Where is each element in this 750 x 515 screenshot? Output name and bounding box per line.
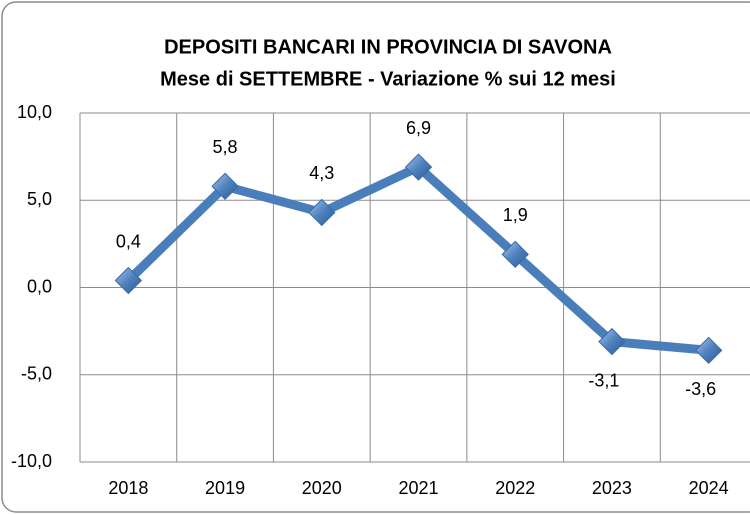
chart-title: DEPOSITI BANCARI IN PROVINCIA DI SAVONA	[164, 36, 612, 58]
data-label: 6,9	[406, 118, 431, 138]
data-label: -3,1	[588, 370, 619, 390]
y-tick-label: -5,0	[21, 364, 52, 384]
x-tick-label: 2022	[495, 478, 535, 498]
y-tick-label: -10,0	[11, 451, 52, 471]
data-label: 0,4	[116, 231, 141, 251]
data-label: 4,3	[309, 163, 334, 183]
y-tick-label: 0,0	[27, 276, 52, 296]
y-tick-label: 10,0	[17, 102, 52, 122]
data-label: -3,6	[685, 379, 716, 399]
x-tick-label: 2019	[205, 478, 245, 498]
x-tick-label: 2023	[592, 478, 632, 498]
marker	[598, 327, 626, 356]
x-tick-label: 2024	[689, 478, 729, 498]
x-tick-label: 2021	[398, 478, 438, 498]
data-label: 5,8	[213, 137, 238, 157]
data-label: 1,9	[503, 205, 528, 225]
y-tick-label: 5,0	[27, 189, 52, 209]
x-tick-label: 2020	[302, 478, 342, 498]
marker	[501, 240, 529, 269]
marker	[211, 172, 239, 200]
chart-subtitle: Mese di SETTEMBRE - Variazione % sui 12 …	[160, 68, 616, 90]
marker	[404, 153, 433, 181]
marker	[694, 336, 723, 365]
marker	[114, 266, 143, 295]
x-tick-label: 2018	[108, 478, 148, 498]
marker	[308, 198, 336, 227]
